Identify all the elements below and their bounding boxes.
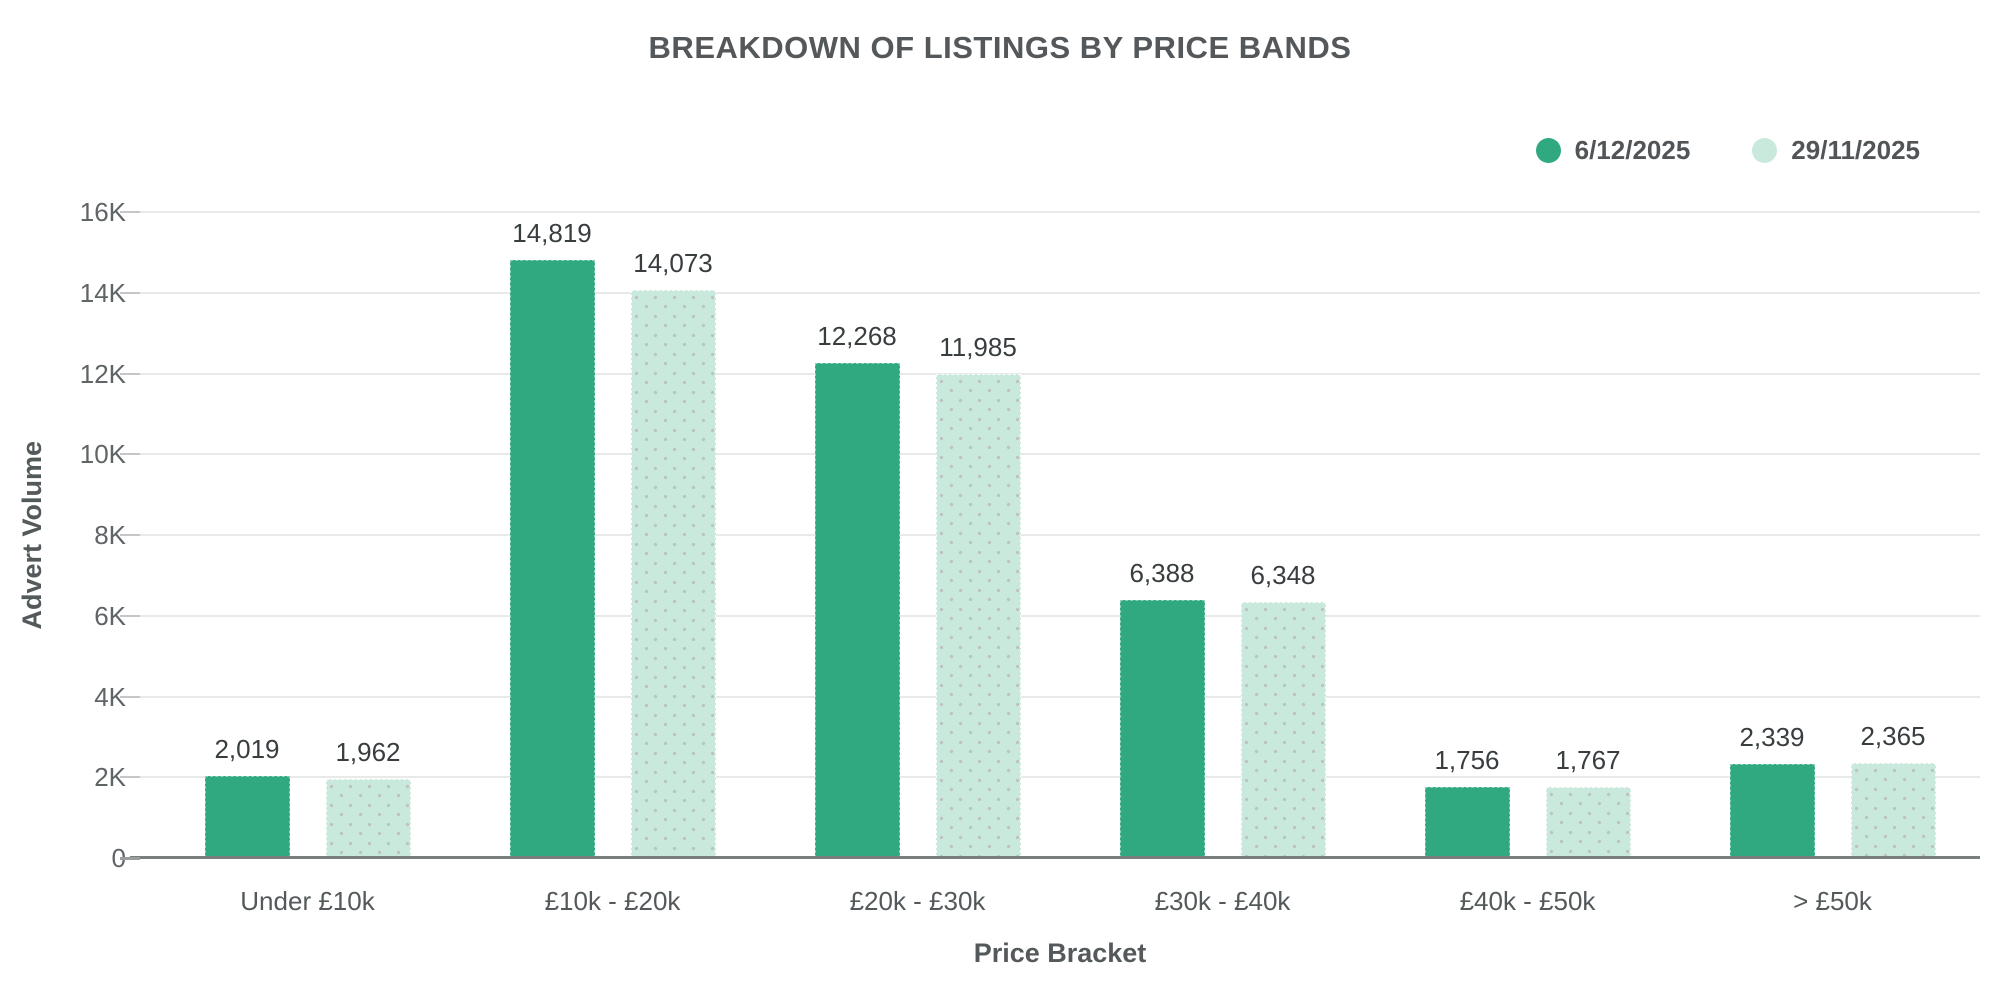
y-axis-tick-label: 10K [79,439,126,470]
y-axis-tick [120,614,140,617]
bar-value-label: 2,339 [1739,721,1805,752]
y-axis-tick-label: 12K [79,358,126,389]
bar-column: 1,962 [325,212,411,858]
bar-group: 2,339 2,365 > £50k [1680,212,1985,916]
bar-group: 2,019 1,962 Under £10k [155,212,460,916]
legend-item[interactable]: 6/12/2025 [1535,135,1691,166]
y-axis-tick-label: 8K [94,520,126,550]
plot-area: 2,019 1,962 Under £10k 14,819 14,073 £10k - £… [130,211,1980,916]
y-axis-tick [120,211,140,213]
y-axis-tick [120,291,140,294]
bar-column: 14,819 [509,212,595,858]
bar-group: 6,388 6,348 £30k - £40k [1070,212,1375,916]
y-axis-tick [120,695,140,698]
bar-column: 11,985 [935,212,1021,858]
bar-value-label: 14,073 [633,247,713,278]
bar-value-label: 6,388 [1129,558,1195,589]
bar-value-label: 14,819 [512,217,592,248]
bar-value-label: 11,985 [939,332,1017,363]
grid-line [140,372,1980,375]
bar-group: 14,819 14,073 £10k - £20k [460,212,765,916]
y-axis-tick-label: 14K [79,277,126,308]
bar-column: 1,756 [1424,212,1510,858]
x-axis-category-label: £40k - £50k [1459,886,1596,916]
grid-line [140,776,1980,779]
bar-column: 6,388 [1119,212,1205,858]
bar-column: 1,767 [1545,212,1631,858]
bar[interactable] [1545,786,1631,858]
bar[interactable] [1240,601,1326,858]
bar-value-label: 6,348 [1250,559,1316,590]
bar-value-label: 1,756 [1434,745,1500,776]
y-axis-tick-label: 4K [94,681,126,712]
grid-line [140,211,1980,213]
bar[interactable] [509,259,595,858]
legend: 6/12/2025 29/11/2025 [1535,135,1920,166]
bar-value-label: 1,962 [335,736,401,767]
bar-column: 6,348 [1240,212,1326,858]
y-axis-tick-label: 6K [94,600,126,631]
y-axis-tick-label: 2K [94,762,126,793]
bar[interactable] [935,374,1021,858]
grid-line [140,534,1980,536]
bar-value-label: 2,019 [214,734,280,765]
legend-item[interactable]: 29/11/2025 [1752,135,1920,166]
grid-line [140,614,1980,617]
bar-value-label: 1,767 [1555,744,1621,775]
bar-column: 2,019 [204,212,290,858]
grid-line [140,453,1980,456]
bar-column: 2,339 [1729,212,1815,858]
y-axis-tick [120,372,140,375]
y-axis-tick-label: 0 [111,843,126,873]
bar-group: 1,756 1,767 £40k - £50k [1375,212,1680,916]
bar[interactable] [630,289,716,858]
bar-column: 2,365 [1850,212,1936,858]
bar-column: 14,073 [630,212,716,858]
x-axis-category-label: £20k - £30k [849,886,986,916]
bar[interactable] [1119,600,1205,858]
x-axis-category-label: £10k - £20k [544,886,681,916]
chart-title: BREAKDOWN OF LISTINGS BY PRICE BANDS [648,30,1352,65]
y-axis-tick-label: 16K [79,197,126,227]
y-axis-tick [120,776,140,779]
bar-column: 12,268 [814,212,900,858]
y-axis-tick [120,534,140,536]
y-axis-tick [120,453,140,456]
bar-value-label: 12,268 [817,320,897,351]
y-axis-tick [120,857,140,860]
bar[interactable] [204,776,290,858]
bar[interactable] [814,362,900,858]
grid-line [140,291,1980,294]
legend-item-label: 29/11/2025 [1791,135,1920,165]
bar-group: 12,268 11,985 £20k - £30k [765,212,1070,916]
grid-line [140,695,1980,698]
bar[interactable] [325,778,411,858]
x-axis-category-label: £30k - £40k [1154,886,1291,916]
x-axis-line [130,856,1980,859]
bar[interactable] [1850,762,1936,858]
bar-groups: 2,019 1,962 Under £10k 14,819 14,073 £10k - £… [155,212,1985,916]
legend-item-label: 6/12/2025 [1574,135,1691,165]
legend-swatch [1752,138,1778,163]
bar[interactable] [1424,787,1510,858]
bar-value-label: 2,365 [1860,720,1926,751]
bar[interactable] [1729,763,1815,858]
x-axis-title: Price Bracket [973,938,1147,968]
x-axis-category-label: Under £10k [240,886,375,916]
legend-swatch [1535,138,1561,163]
x-axis-category-label: > £50k [1793,886,1872,916]
